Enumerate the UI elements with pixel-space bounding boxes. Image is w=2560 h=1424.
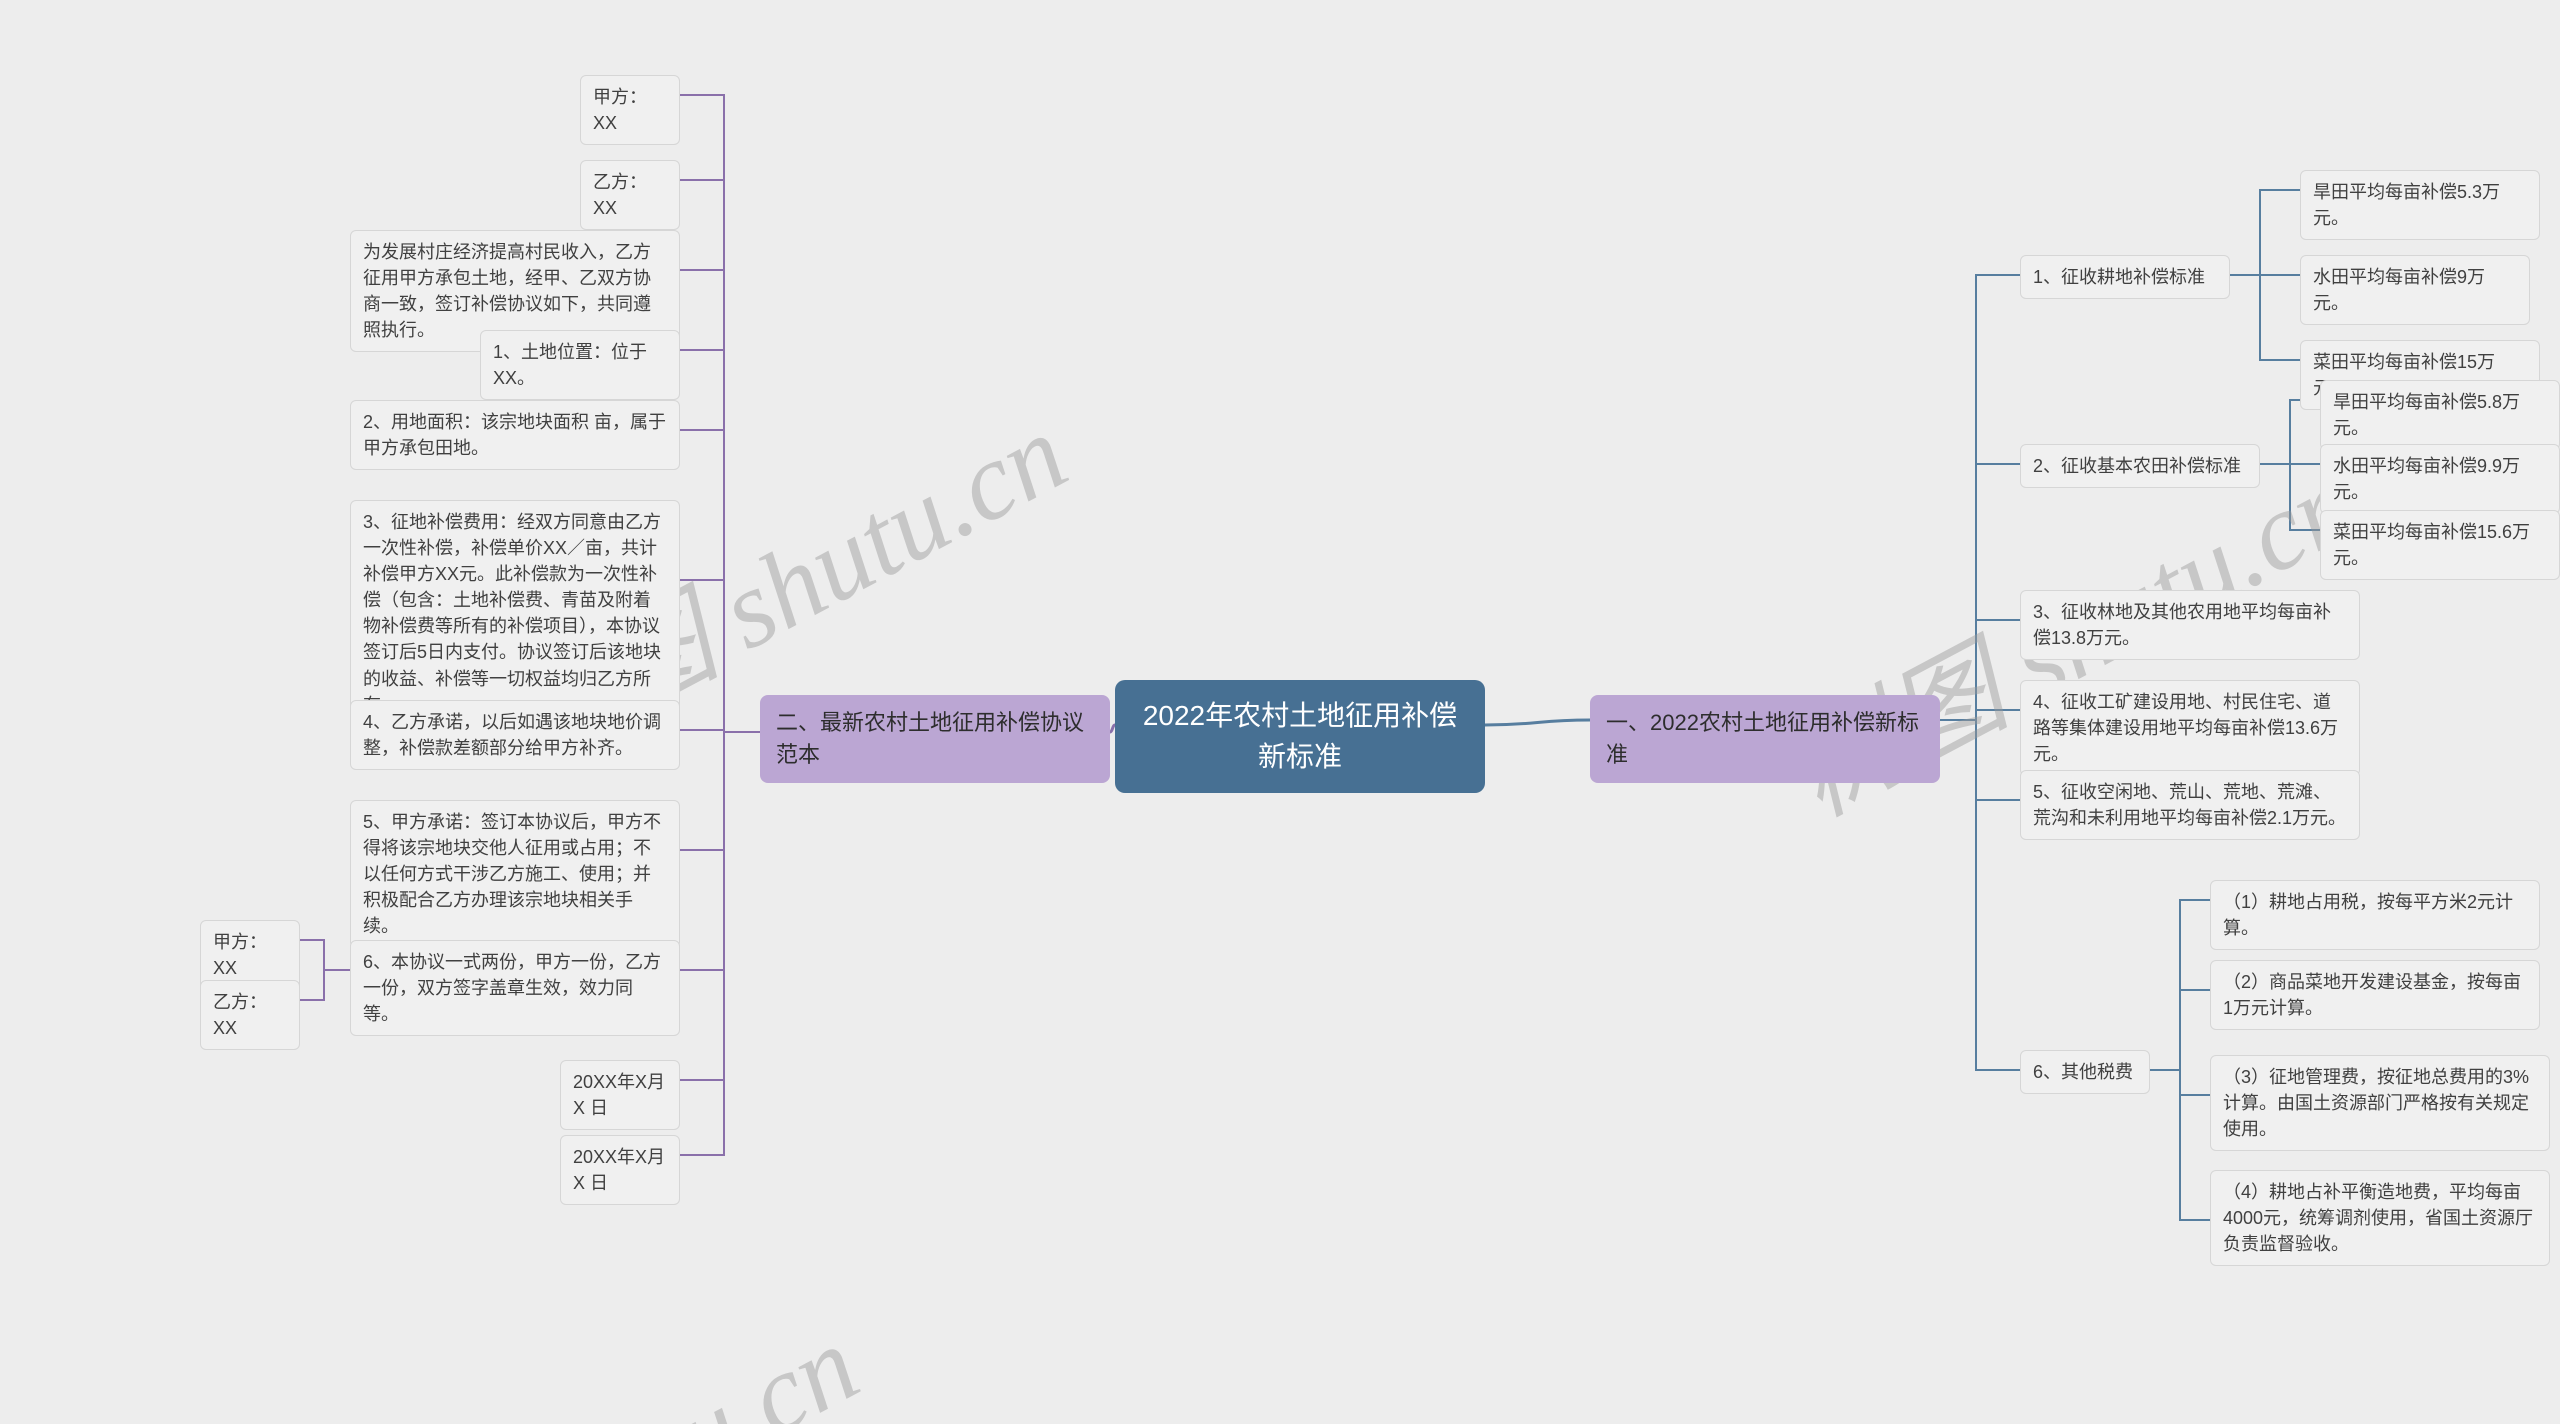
mindmap-node: 20XX年X月X 日 [560,1060,680,1130]
watermark: shutu.cn [492,1301,878,1424]
mindmap-node: 1、征收耕地补偿标准 [2020,255,2230,299]
mindmap-node: 4、征收工矿建设用地、村民住宅、道路等集体建设用地平均每亩补偿13.6万元。 [2020,680,2360,776]
mindmap-node: 甲方：XX [580,75,680,145]
mindmap-node: 2、用地面积：该宗地块面积 亩，属于甲方承包田地。 [350,400,680,470]
mindmap-node: 6、本协议一式两份，甲方一份，乙方一份，双方签字盖章生效，效力同等。 [350,940,680,1036]
mindmap-node: 5、征收空闲地、荒山、荒地、荒滩、荒沟和未利用地平均每亩补偿2.1万元。 [2020,770,2360,840]
mindmap-node: 菜田平均每亩补偿15.6万元。 [2320,510,2560,580]
mindmap-node: 旱田平均每亩补偿5.3万元。 [2300,170,2540,240]
mindmap-node: 20XX年X月X 日 [560,1135,680,1205]
mindmap-node: 3、征地补偿费用：经双方同意由乙方一次性补偿，补偿单价XX／亩，共计补偿甲方XX… [350,500,680,727]
mindmap-node: 4、乙方承诺，以后如遇该地块地价调整，补偿款差额部分给甲方补齐。 [350,700,680,770]
branch-left-label: 二、最新农村土地征用补偿协议范本 [776,710,1084,767]
mindmap-node: 水田平均每亩补偿9.9万元。 [2320,444,2560,514]
mindmap-node: （3）征地管理费，按征地总费用的3%计算。由国土资源部门严格按有关规定使用。 [2210,1055,2550,1151]
mindmap-node: 6、其他税费 [2020,1050,2150,1094]
mindmap-node: 1、土地位置：位于XX。 [480,330,680,400]
center-node: 2022年农村土地征用补偿新标准 [1115,680,1485,793]
mindmap-node: 5、甲方承诺：签订本协议后，甲方不得将该宗地块交他人征用或占用；不以任何方式干涉… [350,800,680,948]
mindmap-node: 乙方：XX [580,160,680,230]
mindmap-node: 水田平均每亩补偿9万元。 [2300,255,2530,325]
branch-left: 二、最新农村土地征用补偿协议范本 [760,695,1110,783]
mindmap-node: 旱田平均每亩补偿5.8万元。 [2320,380,2560,450]
center-label: 2022年农村土地征用补偿新标准 [1143,700,1457,772]
mindmap-node: （2）商品菜地开发建设基金，按每亩1万元计算。 [2210,960,2540,1030]
mindmap-node: 2、征收基本农田补偿标准 [2020,444,2260,488]
mindmap-node: 乙方：XX [200,980,300,1050]
mindmap-node: （1）耕地占用税，按每平方米2元计算。 [2210,880,2540,950]
mindmap-node: 3、征收林地及其他农用地平均每亩补偿13.8万元。 [2020,590,2360,660]
mindmap-node: （4）耕地占补平衡造地费，平均每亩4000元，统筹调剂使用，省国土资源厅负责监督… [2210,1170,2550,1266]
branch-right: 一、2022农村土地征用补偿新标准 [1590,695,1940,783]
branch-right-label: 一、2022农村土地征用补偿新标准 [1606,710,1919,767]
